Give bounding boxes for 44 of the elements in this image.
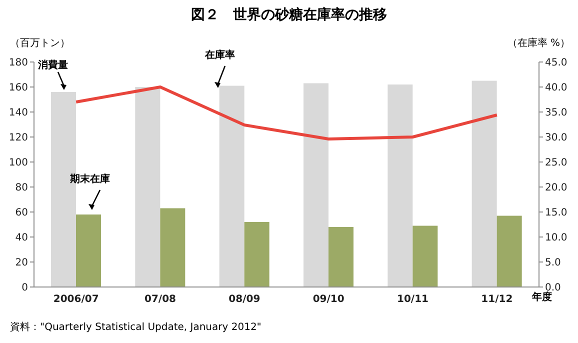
y2-tick-label: 40.0 — [545, 82, 568, 94]
y2-tick-label: 35.0 — [545, 108, 568, 119]
x-tick-label: 11/12 — [481, 294, 513, 306]
y2-axis-title: （在庫率 %） — [507, 36, 570, 50]
y-tick-label: 80 — [15, 182, 28, 194]
text: 資料："Quarterly Statistical Update, January 2012" — [10, 320, 262, 334]
x-tick-label: 09/10 — [312, 294, 344, 306]
y-tick-label: 140 — [8, 108, 28, 119]
bar — [412, 226, 438, 287]
y-tick-label: 60 — [15, 208, 28, 219]
y-tick-label: 100 — [8, 158, 28, 169]
bar — [244, 222, 270, 287]
chart-title: 図２ 世界の砂糖在庫率の推移 — [190, 6, 388, 24]
text: 期末在庫 — [70, 172, 110, 186]
line-series — [74, 86, 498, 140]
y2-tick-label: 15.0 — [545, 208, 568, 219]
bar — [135, 87, 160, 287]
y2-tick-label: 20.0 — [545, 182, 568, 194]
bar — [388, 84, 413, 287]
bar — [160, 208, 186, 287]
bar — [304, 83, 328, 287]
bar — [496, 216, 522, 287]
bar — [76, 214, 101, 287]
x-tick-label: 10/11 — [397, 294, 429, 306]
text: 消費量 — [38, 58, 68, 72]
y2-tick-label: 10.0 — [545, 232, 568, 244]
y-tick-label: 180 — [8, 58, 28, 69]
x-tick-label: 08/09 — [228, 294, 260, 306]
y-tick-label: 0 — [22, 282, 28, 294]
y-tick-label: 40 — [15, 232, 28, 244]
y2-tick-label: 25.0 — [545, 158, 568, 169]
y-tick-label: 160 — [8, 82, 28, 94]
text: 在庫率 — [205, 48, 235, 62]
y2-tick-label: 30.0 — [545, 132, 568, 144]
y-tick-label: 20 — [15, 258, 28, 269]
bar — [472, 80, 497, 287]
x-tick-label: 07/08 — [144, 294, 176, 306]
bar — [328, 227, 354, 287]
y2-tick-label: 5.0 — [545, 258, 561, 269]
bar — [219, 86, 244, 287]
x-tick-label: 2006/07 — [53, 294, 99, 306]
y-tick-label: 120 — [8, 132, 28, 144]
y-axis-title: （百万トン） — [10, 37, 70, 50]
y2-tick-label: 45.0 — [545, 58, 568, 69]
